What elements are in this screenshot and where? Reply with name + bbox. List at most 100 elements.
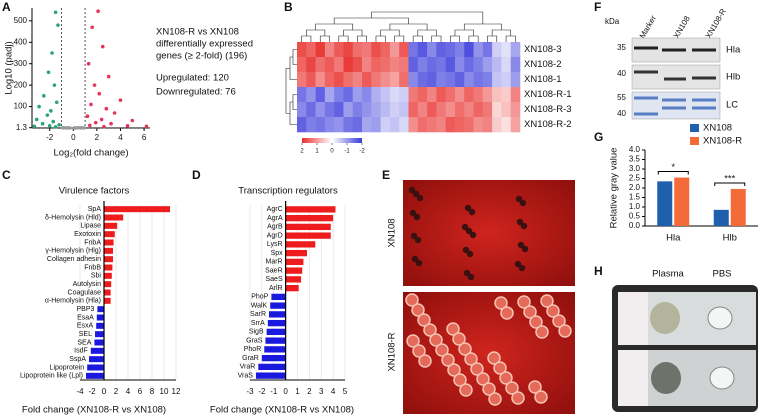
heatmap-cell [408,117,419,133]
category-label: ArlR [269,285,283,292]
category-label: AgrD [267,232,283,239]
heatmap-cell [297,87,307,103]
point [45,113,50,117]
heatmap-cell [371,72,381,88]
heatmap-cell [482,87,493,103]
colony [466,250,474,258]
panel-letter: C [2,168,11,182]
heatmap-cell [482,117,493,133]
x-tick-label: 0 [71,133,76,142]
heatmap-cell [417,102,428,118]
panel-title: Virulence factors [59,186,130,197]
marker-size: 35 [617,43,626,52]
category-label: EsaA [77,314,94,321]
heatmap-cell [389,72,400,88]
category-label: SrrA [251,320,265,327]
colony-halo [464,352,478,366]
bar [285,276,302,283]
x-tick-label: 1 [295,387,300,396]
colony-halo [418,354,432,368]
heatmap-cell [371,42,381,58]
heatmap-cell [492,102,502,118]
point [53,10,58,15]
heatmap-cell [408,57,419,73]
category-label: PhoP [251,294,268,301]
colony-halo [412,344,426,358]
point [130,118,135,123]
heatmap-cell [352,57,363,73]
x-tick-label: Hlb [723,233,737,244]
panel-letter: D [192,168,201,182]
bar [96,314,104,321]
colony [515,195,523,203]
bar [261,354,286,362]
point [54,100,59,105]
bar [285,206,336,213]
heatmap-cell [380,72,391,88]
colony-halo [499,371,513,385]
bar [104,247,113,254]
heatmap-cell [417,42,428,58]
colony-halo [476,372,490,386]
bar [104,222,118,229]
colony-halo [435,343,449,357]
bar [258,363,286,371]
category-label: Lipoprotein [50,364,85,371]
point [64,126,69,130]
x-axis-label: Fold change (XN108-R vs XN108) [22,405,166,416]
heatmap-cell [343,57,354,73]
marker-size: 40 [617,109,626,118]
row-label: XN108-R-3 [524,104,572,115]
point [125,124,130,128]
bar [104,289,111,296]
heatmap-cell [352,42,363,58]
y-tick-label: 1.0 [629,202,641,211]
colony-halo [558,324,572,338]
point [37,104,41,109]
lane-label: XN108-R [704,7,728,40]
heatmap-cell [297,72,307,88]
legend-label: XN108-R [703,136,742,147]
bar [96,322,104,329]
heatmap-cell [501,42,512,58]
point [76,126,80,130]
heatmap-cell [464,102,474,118]
category-label: GraR [242,355,259,362]
bar [285,232,331,239]
heatmap-cell [343,102,354,118]
bar [264,346,286,353]
point [89,102,93,107]
x-tick-label: 6 [138,387,143,396]
bar [104,231,115,238]
heatmap-cell [445,117,456,133]
colony [467,273,475,281]
heatmap-cell [343,42,354,58]
y-tick-label: 0.0 [629,221,641,230]
point [67,126,72,130]
heatmap-cell [343,87,354,103]
colony-halo [482,382,496,396]
colony [415,259,423,267]
colony-halo [535,325,549,339]
colorbar-label: -1 [344,149,350,155]
category-label: SigB [249,329,264,336]
point [47,124,52,128]
heatmap-cell [427,87,437,103]
pbs-drop [707,306,733,330]
heatmap-cell [445,42,456,58]
heatmap-cell [362,72,372,88]
heatmap-cell [445,102,456,118]
colony [464,204,472,212]
heatmap-cell [380,87,391,103]
x-axis-label: Fold change (XN108-R vs XN108) [210,405,354,416]
point [49,109,53,113]
colony-halo [523,305,537,319]
y-tick-label: 2.5 [629,174,641,183]
heatmap-cell [510,57,521,73]
x-tick-label: 8 [150,387,155,396]
bar [87,364,104,371]
heatmap-cell [492,87,502,103]
bar [104,206,170,213]
annotation: XN108-R vs XN108 [156,27,239,38]
panel-title: Transcription regulators [238,186,338,197]
